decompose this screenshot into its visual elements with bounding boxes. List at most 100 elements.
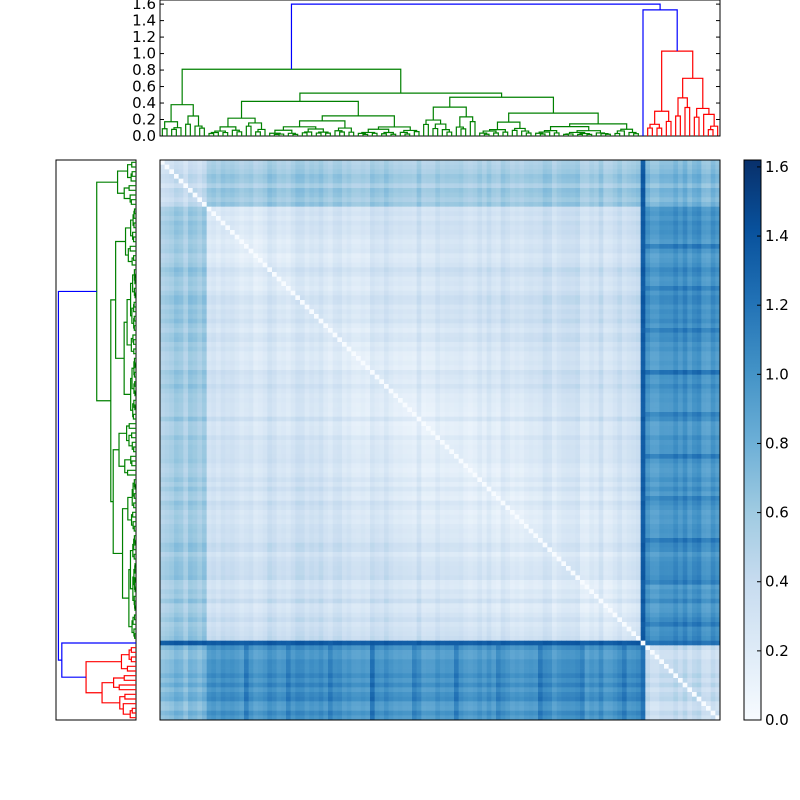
- heatmap-cell: [225, 342, 231, 347]
- heatmap-cell: [239, 178, 245, 184]
- heatmap-cell: [253, 211, 259, 217]
- heatmap-cell: [262, 234, 268, 240]
- heatmap-cell: [617, 164, 623, 170]
- heatmap-cell: [351, 230, 357, 235]
- heatmap-cell: [500, 253, 506, 259]
- heatmap-cell: [617, 174, 623, 179]
- heatmap-cell: [393, 262, 399, 268]
- heatmap-cell: [253, 290, 259, 296]
- heatmap-cell: [570, 300, 576, 305]
- heatmap-cell: [398, 318, 403, 324]
- heatmap-cell: [351, 328, 357, 333]
- heatmap-cell: [710, 295, 716, 301]
- heatmap-cell: [505, 253, 511, 259]
- heatmap-cell: [636, 178, 641, 184]
- heatmap-cell: [575, 300, 581, 305]
- heatmap-cell: [188, 244, 193, 249]
- heatmap-cell: [360, 220, 366, 226]
- heatmap-cell: [538, 197, 543, 203]
- heatmap-cell: [248, 262, 254, 268]
- heatmap-cell: [645, 290, 651, 296]
- heatmap-cell: [286, 290, 291, 296]
- heatmap-cell: [374, 286, 380, 291]
- heatmap-cell: [524, 174, 529, 179]
- heatmap-cell: [379, 174, 385, 179]
- heatmap-cell: [407, 304, 413, 310]
- heatmap-cell: [248, 332, 254, 338]
- heatmap-cell: [584, 300, 590, 305]
- heatmap-cell: [584, 220, 590, 226]
- heatmap-cell: [580, 323, 585, 329]
- heatmap-cell: [612, 164, 618, 170]
- heatmap-cell: [374, 318, 380, 324]
- heatmap-cell: [542, 183, 548, 189]
- heatmap-cell: [300, 188, 305, 193]
- heatmap-cell: [309, 304, 315, 310]
- heatmap-cell: [244, 244, 249, 249]
- heatmap-cell: [687, 309, 693, 315]
- heatmap-cell: [402, 258, 408, 263]
- heatmap-cell: [164, 248, 170, 254]
- heatmap-cell: [678, 225, 683, 231]
- heatmap-cell: [160, 174, 165, 179]
- heatmap-cell: [374, 328, 380, 333]
- heatmap-cell: [244, 216, 249, 221]
- heatmap-cell: [188, 295, 193, 301]
- heatmap-cell: [351, 281, 357, 287]
- heatmap-cell: [328, 318, 333, 324]
- heatmap-cell: [682, 276, 688, 282]
- heatmap-cell: [332, 183, 338, 189]
- heatmap-cell: [174, 244, 179, 249]
- heatmap-cell: [538, 304, 543, 310]
- heatmap-cell: [435, 304, 441, 310]
- heatmap-cell: [262, 262, 268, 268]
- heatmap-cell: [524, 248, 529, 254]
- top-dendrogram-tick-label: 1.6: [132, 0, 156, 13]
- heatmap-cell: [248, 286, 254, 291]
- heatmap-cell: [206, 160, 212, 165]
- heatmap-cell: [402, 281, 408, 287]
- heatmap-cell: [664, 192, 669, 198]
- heatmap-cell: [206, 318, 212, 324]
- heatmap-cell: [687, 314, 693, 319]
- heatmap-cell: [566, 281, 571, 287]
- heatmap-cell: [398, 174, 403, 179]
- heatmap-cell: [678, 188, 683, 193]
- heatmap-cell: [454, 248, 459, 254]
- heatmap-cell: [295, 323, 301, 329]
- heatmap-cell: [636, 253, 641, 259]
- heatmap-cell: [570, 281, 576, 287]
- heatmap-cell: [174, 206, 179, 212]
- heatmap-cell: [169, 220, 175, 226]
- heatmap-cell: [328, 300, 333, 305]
- heatmap-cell: [482, 164, 487, 170]
- heatmap-cell: [300, 286, 305, 291]
- heatmap-cell: [440, 332, 445, 338]
- heatmap-cell: [290, 318, 296, 324]
- heatmap-cell: [477, 220, 483, 226]
- heatmap-cell: [328, 202, 333, 207]
- heatmap-cell: [211, 314, 217, 319]
- heatmap-cell: [528, 258, 534, 263]
- heatmap-cell: [612, 197, 618, 203]
- heatmap-cell: [220, 164, 226, 170]
- heatmap-cell: [598, 248, 604, 254]
- heatmap-cell: [272, 188, 277, 193]
- heatmap-cell: [444, 332, 450, 338]
- heatmap-cell: [388, 262, 394, 268]
- heatmap-cell: [570, 258, 576, 263]
- heatmap-cell: [617, 304, 623, 310]
- heatmap-cell: [477, 323, 483, 329]
- heatmap-cell: [332, 328, 338, 333]
- heatmap-cell: [496, 206, 501, 212]
- heatmap-cell: [538, 276, 543, 282]
- heatmap-cell: [668, 244, 674, 249]
- heatmap-cell: [332, 239, 338, 245]
- heatmap-cell: [253, 318, 259, 324]
- heatmap-cell: [318, 244, 324, 249]
- heatmap-cell: [169, 262, 175, 268]
- heatmap-cell: [547, 225, 553, 231]
- heatmap-cell: [197, 244, 203, 249]
- heatmap-cell: [244, 304, 249, 310]
- heatmap-cell: [617, 216, 623, 221]
